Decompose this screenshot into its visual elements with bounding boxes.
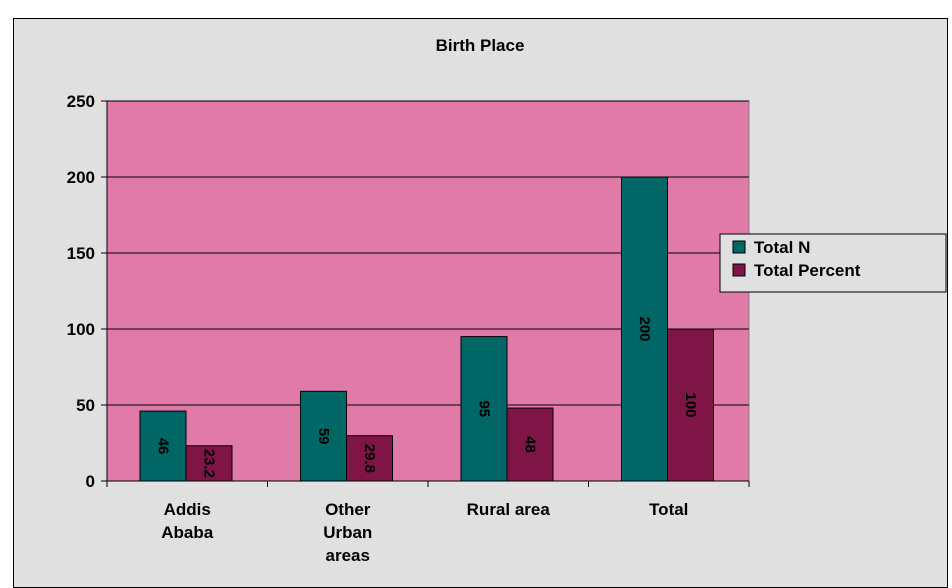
legend-label: Total Percent: [754, 261, 861, 280]
legend: Total N Total Percent: [719, 233, 947, 293]
y-tick-label: 200: [67, 168, 95, 187]
x-tick-label: Addis Ababa: [161, 500, 214, 542]
data-label: 95: [476, 400, 493, 417]
bar: [506, 407, 554, 482]
x-tick-label: Other Urban areas: [323, 500, 372, 565]
axes: 0 50 100 150 200 250 Addis Ababa Other Urban areas…: [67, 92, 750, 565]
data-label: 48: [522, 436, 539, 453]
data-label: 23.2: [201, 449, 218, 478]
bar: [139, 410, 187, 482]
bar: [667, 328, 714, 482]
bar: [185, 445, 233, 482]
data-label: 59: [315, 428, 332, 445]
y-tick-label: 0: [86, 472, 95, 491]
legend-swatch: [732, 240, 746, 254]
x-tick-label: Rural area: [467, 500, 551, 519]
bar: [621, 176, 668, 482]
bar-chart: Birth Place 46 23.2 59 29.8 95 48 200 100 0 50 10…: [67, 36, 947, 565]
data-label: 46: [155, 438, 172, 455]
legend-label: Total N: [754, 238, 810, 257]
data-label: 29.8: [361, 444, 378, 473]
data-label: 200: [636, 316, 653, 341]
y-tick-label: 150: [67, 244, 95, 263]
y-tick-label: 100: [67, 320, 95, 339]
y-tick-label: 50: [76, 396, 95, 415]
chart-title: Birth Place: [436, 36, 525, 55]
bar: [346, 435, 393, 482]
bar: [300, 390, 347, 482]
bars: 46 23.2 59 29.8 95 48 200 100: [139, 176, 714, 482]
legend-swatch: [732, 263, 746, 277]
x-tick-label: Total: [649, 500, 688, 519]
legend-box: [719, 233, 947, 293]
y-tick-label: 250: [67, 92, 95, 111]
bar: [460, 336, 508, 482]
data-label: 100: [682, 392, 699, 417]
